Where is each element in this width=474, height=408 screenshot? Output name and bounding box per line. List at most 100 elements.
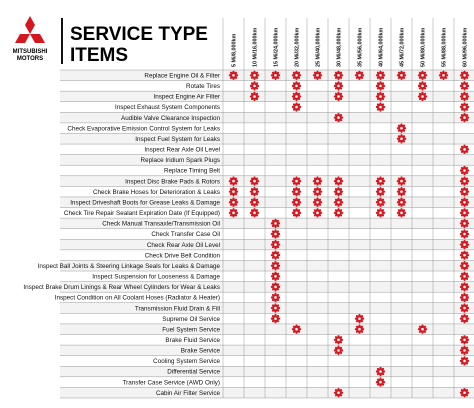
row-label: Inspect Condition on All Coolant Hoses (… <box>55 295 220 302</box>
service-icon <box>396 134 407 144</box>
service-icon <box>459 176 470 186</box>
icon-hole <box>316 200 319 204</box>
row-band <box>60 387 474 398</box>
icon-hole <box>463 211 466 215</box>
icon-hole <box>337 391 340 394</box>
row-label: Inspect Disc Brake Pads & Rotors <box>125 178 220 185</box>
service-icon <box>228 186 239 197</box>
icon-hole <box>253 190 256 193</box>
icon-hole <box>463 349 466 352</box>
row-label: Replace Engine Oil & Filter <box>144 72 220 79</box>
service-icon <box>312 176 323 186</box>
icon-hole <box>463 148 466 151</box>
service-icon <box>396 176 407 186</box>
service-icon <box>249 197 260 207</box>
service-icon <box>396 197 407 207</box>
icon-hole <box>379 211 382 215</box>
icon-hole <box>463 73 466 77</box>
column-header: 50 Mi/80,000km <box>421 28 427 67</box>
row-band <box>60 186 474 197</box>
icon-hole <box>295 95 298 98</box>
icon-hole <box>463 190 466 193</box>
icon-hole <box>295 179 298 183</box>
service-icon <box>375 102 386 112</box>
icon-hole <box>274 296 277 299</box>
service-icon <box>375 176 386 186</box>
column-header: 40 Mi/64,000km <box>379 28 385 67</box>
row-band <box>60 196 474 208</box>
column-header: 60 Mi/96,000km <box>463 28 469 67</box>
row-label: Check Transfer Case Oil <box>151 231 220 238</box>
icon-hole <box>463 338 466 342</box>
service-icon <box>375 366 386 377</box>
row-band <box>60 355 474 367</box>
service-icon <box>291 102 302 112</box>
service-icon <box>354 313 365 324</box>
icon-hole <box>463 243 466 246</box>
row-label: Inspect Ball Joints & Steering Linkage S… <box>38 263 221 270</box>
service-icon <box>312 197 323 207</box>
service-icon <box>396 70 407 80</box>
service-icon <box>270 250 281 260</box>
row-band <box>60 165 474 176</box>
service-icon <box>459 313 470 324</box>
service-icon <box>270 303 281 313</box>
service-icon <box>396 123 407 133</box>
icon-hole <box>253 200 256 204</box>
service-icon <box>291 208 302 218</box>
service-icon <box>249 81 260 91</box>
icon-hole <box>253 179 256 183</box>
service-icon <box>333 208 344 218</box>
icon-hole <box>316 211 319 215</box>
row-label: Rotate Tires <box>186 83 220 90</box>
service-icon <box>270 261 281 271</box>
icon-hole <box>337 84 340 88</box>
row-band <box>60 122 474 134</box>
service-icon <box>270 239 281 250</box>
service-icon <box>459 197 470 207</box>
service-icon <box>459 345 470 356</box>
service-icon <box>375 186 386 197</box>
icon-hole <box>316 190 319 193</box>
row-label: Check Evaporative Emission Control Syste… <box>67 125 220 132</box>
column-header: 35 Mi/56,000km <box>358 28 364 67</box>
icon-hole <box>379 190 382 193</box>
row-label: Cabin Air Filter Service <box>156 390 221 397</box>
icon-hole <box>232 211 235 215</box>
brand-line: MITSUBISHI <box>13 49 48 55</box>
icon-hole <box>463 306 466 310</box>
icon-hole <box>358 327 361 331</box>
service-icon <box>333 81 344 91</box>
service-icon <box>333 70 344 80</box>
service-icon <box>333 176 344 186</box>
service-icon <box>396 186 407 197</box>
service-icon <box>459 208 470 218</box>
row-band <box>60 154 474 166</box>
icon-hole <box>400 211 403 215</box>
icon-hole <box>379 380 382 384</box>
icon-hole <box>463 359 466 363</box>
brand-line: MOTORS <box>17 56 43 62</box>
service-icon <box>459 218 470 229</box>
icon-hole <box>274 73 277 77</box>
service-icon <box>459 112 470 123</box>
row-label: Inspect Suspension for Looseness & Damag… <box>92 274 220 281</box>
icon-hole <box>463 285 466 289</box>
service-icon <box>228 70 239 80</box>
service-icon <box>459 387 470 398</box>
service-icon <box>417 70 428 80</box>
column-header: 20 Mi/32,000km <box>295 28 301 67</box>
icon-hole <box>421 327 424 331</box>
service-icon <box>375 70 386 80</box>
row-band <box>60 218 474 229</box>
service-icon <box>459 81 470 91</box>
icon-hole <box>463 200 466 204</box>
row-band <box>60 91 474 102</box>
icon-hole <box>295 84 298 88</box>
row-band <box>60 323 474 335</box>
icon-hole <box>463 296 466 299</box>
service-icon <box>270 271 281 282</box>
service-icon <box>459 282 470 292</box>
row-label: Inspect Rear Axle Oil Level <box>144 147 220 154</box>
icon-hole <box>400 73 403 77</box>
